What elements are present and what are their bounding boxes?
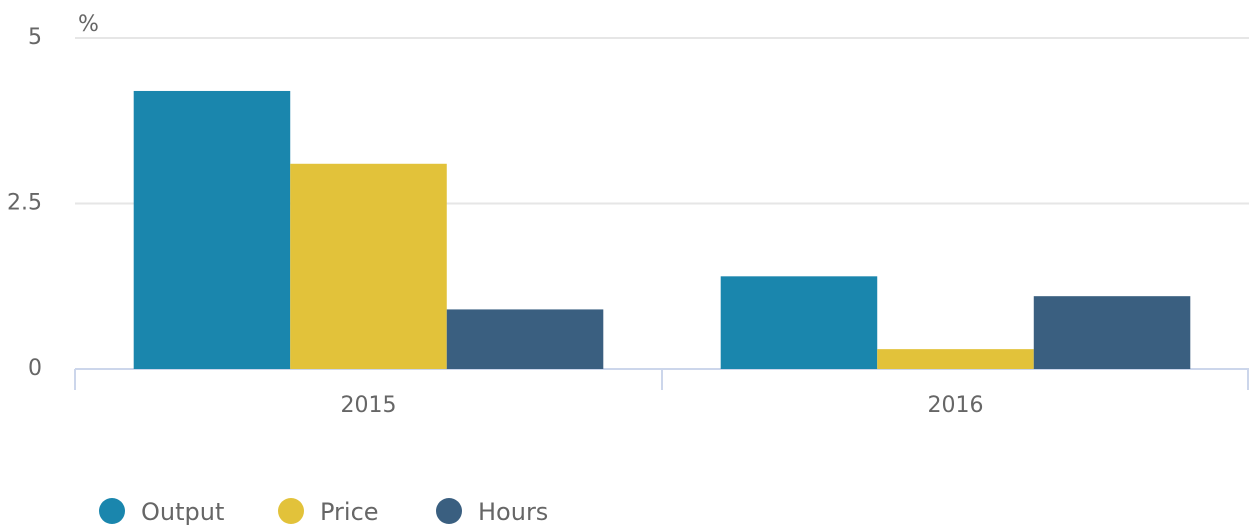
- bar: [1033, 296, 1191, 369]
- x-tick-label: 2016: [928, 393, 984, 418]
- legend-marker[interactable]: [99, 498, 125, 524]
- x-tick-label: 2015: [341, 393, 397, 418]
- y-tick-label: 5: [28, 25, 42, 50]
- bar: [133, 90, 291, 370]
- bar: [720, 276, 878, 369]
- bar: [446, 309, 604, 369]
- bar: [290, 163, 447, 369]
- y-tick-label: 0: [28, 356, 42, 381]
- y-tick-label: 2.5: [7, 191, 42, 216]
- legend-marker[interactable]: [278, 498, 304, 524]
- y-axis-label: %: [78, 12, 99, 37]
- legend-label[interactable]: Price: [320, 498, 379, 526]
- legend-marker[interactable]: [436, 498, 462, 524]
- bar: [877, 349, 1034, 369]
- legend-label[interactable]: Output: [141, 498, 224, 526]
- legend-label[interactable]: Hours: [478, 498, 548, 526]
